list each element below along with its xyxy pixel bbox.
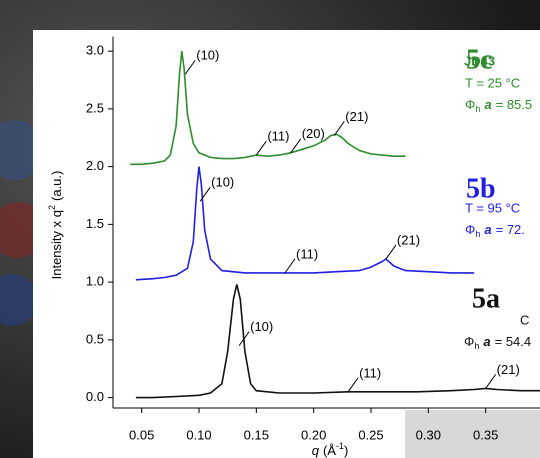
y-tick-label: 0.5 [86, 331, 104, 346]
lattice-phi-sub: h [475, 104, 480, 114]
lattice-phi: Φ [465, 222, 475, 237]
temperature: T = 95 °C [465, 200, 520, 215]
x-tick-label: 0.30 [416, 427, 441, 442]
annotation-label: (11) [359, 365, 381, 380]
annotation-label: (21) [497, 362, 520, 377]
annotation-label: (21) [397, 232, 420, 247]
x-tick-label: 0.05 [129, 427, 154, 442]
y-label-unit: (a.u.) [49, 171, 64, 201]
annotation-label: (21) [345, 109, 368, 124]
annotation-label: (20) [302, 126, 325, 141]
y-tick-label: 2.5 [86, 100, 104, 115]
lattice-a-value: = 72. [496, 222, 525, 237]
sample-name: 5a [472, 283, 500, 314]
y-tick-label: 3.0 [86, 43, 104, 58]
lattice-a-value: = 85.5 [496, 97, 533, 112]
sample-name: 5c [466, 44, 492, 75]
y-tick-label: 1.5 [86, 216, 104, 231]
x-label-sup: -1 [336, 441, 344, 451]
temperature: T = 25 °C [465, 75, 520, 90]
annotation-label: (11) [296, 246, 318, 261]
lattice-a-symbol: a [484, 97, 491, 112]
temperature: C [520, 312, 529, 327]
x-tick-label: 0.10 [186, 427, 211, 442]
x-tick-label: 0.35 [473, 427, 498, 442]
annotation-label: (10) [250, 319, 273, 334]
lattice-phi: Φ [464, 334, 474, 349]
y-axis-label: Intensity x q2 (a.u.) [47, 171, 64, 280]
x-label-close: ) [344, 443, 348, 458]
chart: Intensity x q2 (a.u.) q(Å-1) 0.0 0.5 1.0 1.5… [0, 0, 540, 458]
y-tick-label: 1.0 [86, 274, 104, 289]
lattice-a-symbol: a [484, 222, 491, 237]
lattice-phi-sub: h [474, 341, 479, 351]
lattice-a-symbol: a [483, 334, 490, 349]
annotation-label: (10) [211, 175, 234, 190]
y-tick-label: 0.0 [86, 389, 104, 404]
lattice-phi: Φ [465, 97, 475, 112]
x-tick-label: 0.25 [358, 427, 383, 442]
lattice-phi-sub: h [475, 229, 480, 239]
annotation-label: (10) [196, 48, 219, 63]
x-label-unit: (Å [323, 443, 336, 458]
lattice-a-value: = 54.4 [495, 334, 532, 349]
x-label-symbol: q [312, 443, 320, 458]
y-label-text: Intensity x q [49, 210, 64, 279]
y-label-sup: 2 [47, 205, 57, 210]
x-tick-label: 0.20 [301, 427, 326, 442]
x-tick-label: 0.15 [244, 427, 269, 442]
annotation-label: (11) [267, 129, 289, 144]
y-tick-label: 2.0 [86, 158, 104, 173]
